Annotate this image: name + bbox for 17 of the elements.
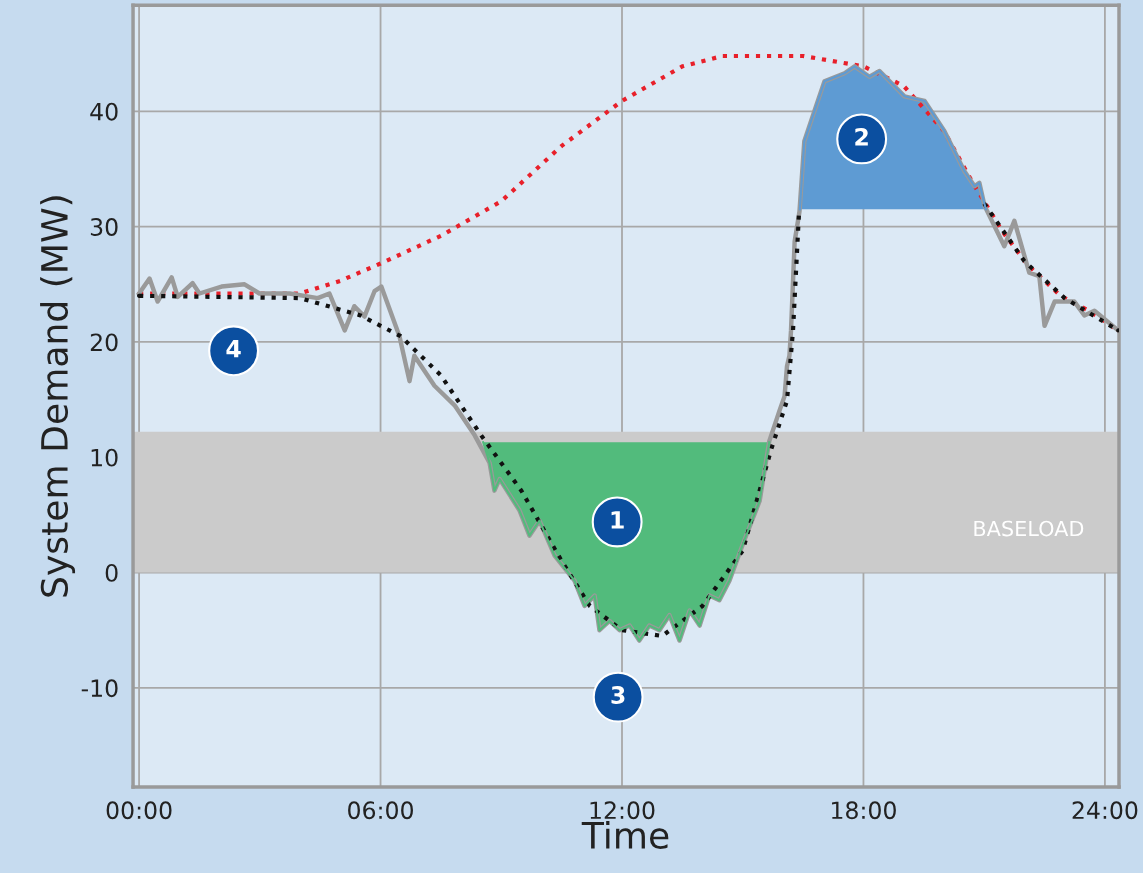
y-tick-label: 30: [90, 218, 118, 236]
y-tick-label: 10: [91, 448, 118, 467]
y-tick-label: 0: [105, 563, 118, 582]
x-tick-label: 06:00: [348, 801, 413, 820]
x-tick-label: 18:00: [832, 801, 896, 820]
y-axis-title: System Demand (MW): [40, 196, 76, 597]
annotation: 2: [855, 127, 868, 146]
x-axis-title: Time: [581, 820, 669, 849]
x-tick-label: 24:00: [1072, 801, 1138, 820]
x-tick-label: 12:00: [590, 801, 655, 820]
annotation: 3: [611, 686, 625, 704]
x-tick-label: 00:00: [106, 801, 172, 820]
y-tick-label: 40: [90, 102, 118, 121]
y-tick-label: -10: [81, 679, 118, 698]
y-tick-label: 20: [90, 333, 118, 352]
annotation: 4: [226, 340, 241, 358]
annotation: 1: [611, 511, 624, 529]
